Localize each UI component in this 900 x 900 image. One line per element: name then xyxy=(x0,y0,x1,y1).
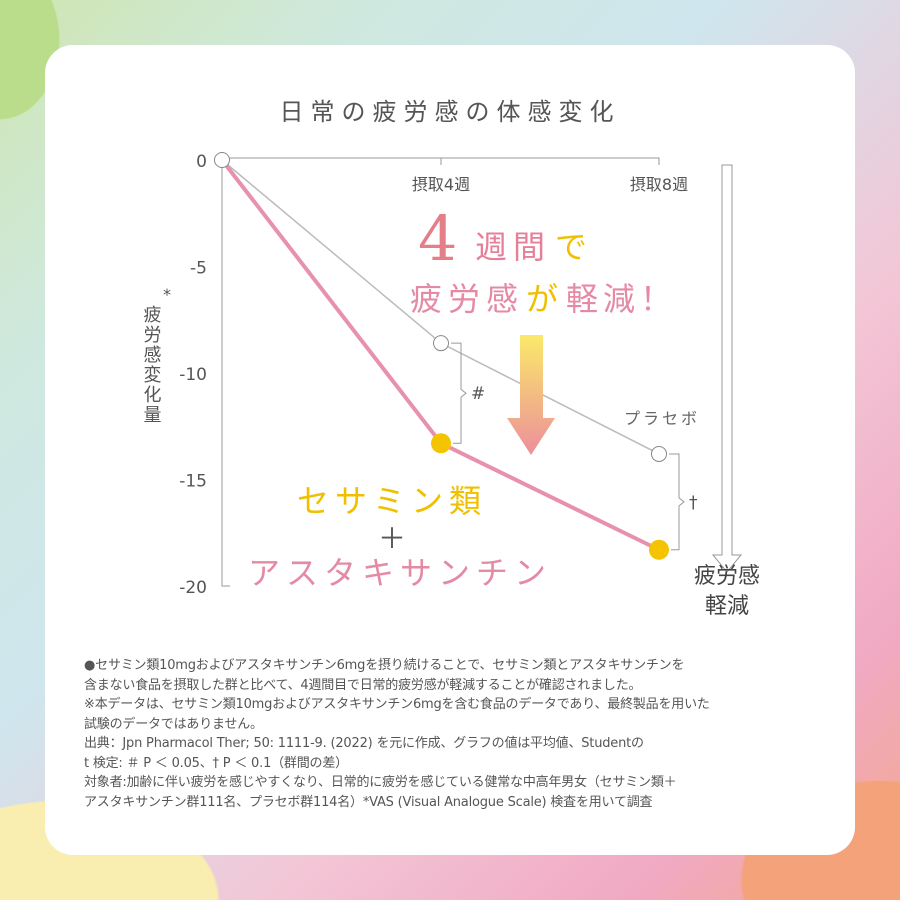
headline-text: 軽減！ xyxy=(566,280,677,318)
data-point-placebo xyxy=(214,152,230,168)
y-tick-label: 0 xyxy=(196,152,207,172)
footnote-line: 対象者:加齢に伴い疲労を感じやすくなり、日常的に疲労を感じている健常な中高年男女… xyxy=(84,775,677,790)
y-tick-label: -5 xyxy=(190,259,207,279)
headline-text: が xyxy=(526,280,558,318)
footnote-line: ※本データは、セサミン類10mgおよびアスタキサンチン6mgを含む食品のデータで… xyxy=(84,697,710,712)
chart-title: 日常の疲労感の体感変化 xyxy=(279,98,621,126)
data-point-placebo xyxy=(433,335,449,352)
series-label-astaxanthin: アスタキサンチン xyxy=(248,554,552,592)
x-tick-label: 摂取4週 xyxy=(412,175,470,194)
data-point-sesamin xyxy=(431,433,451,454)
footnote-line: 含まない食品を摂取した群と比べて、4週間目で日常的疲労感が軽減することが確認され… xyxy=(84,677,642,693)
card xyxy=(45,45,855,855)
footnote-line: t 検定: ＃ P ＜ 0.05、† P ＜ 0.1（群間の差） xyxy=(84,755,348,771)
marks: #† xyxy=(214,152,743,573)
arrow-label: 軽減 xyxy=(705,594,749,619)
annotations: 疲労感軽減プラセボ4 週間 で疲労感が軽減！セサミン類＋アスタキサンチン xyxy=(248,202,760,619)
significance-bracket xyxy=(451,342,467,444)
footnote-line: ●セサミン類10mgおよびアスタキサンチン6mgを摂り続けることで、セサミン類と… xyxy=(84,658,685,673)
y-axis-label: 疲労感変化量 xyxy=(141,305,162,425)
arrow-label: 疲労感 xyxy=(694,564,760,589)
significance-mark: † xyxy=(689,493,698,513)
x-axis xyxy=(222,157,660,165)
headline-text: で xyxy=(555,228,587,266)
reduction-arrow-icon xyxy=(711,164,743,573)
headline-text: 疲労感 xyxy=(410,280,524,318)
y-axis xyxy=(221,160,230,587)
series-label-placebo: プラセボ xyxy=(624,409,700,428)
data-point-sesamin xyxy=(649,539,669,560)
significance-bracket xyxy=(669,453,685,551)
series-label-sesamin: セサミン類 xyxy=(297,482,487,520)
footnote-line: 出典：Jpn Pharmacol Ther; 50: 1111-9. (2022… xyxy=(84,736,644,751)
series-label-plus: ＋ xyxy=(378,522,406,555)
y-tick-label: -15 xyxy=(179,472,207,492)
headline-text: 週間 xyxy=(475,228,551,266)
y-axis-label-mark: * xyxy=(163,285,171,304)
y-tick-label: -20 xyxy=(179,578,207,598)
headline-number: 4 xyxy=(418,202,457,275)
x-tick-label: 摂取8週 xyxy=(630,175,688,194)
down-arrow-icon xyxy=(507,335,555,455)
footnotes: ●セサミン類10mgおよびアスタキサンチン6mgを摂り続けることで、セサミン類と… xyxy=(84,656,824,812)
y-tick-label: -10 xyxy=(179,365,207,385)
footnote-line: アスタキサンチン群111名、プラセボ群114名）*VAS (Visual Ana… xyxy=(84,794,653,810)
data-point-placebo xyxy=(651,445,667,462)
footnote-line: 試験のデータではありません。 xyxy=(84,716,263,732)
significance-mark: # xyxy=(471,384,485,404)
